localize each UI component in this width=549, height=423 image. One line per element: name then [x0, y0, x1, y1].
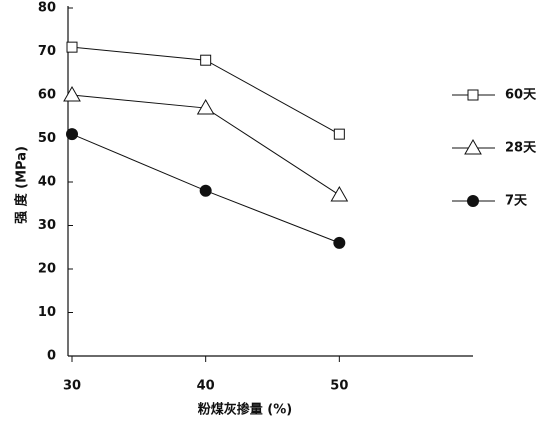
y-tick-label: 10 [38, 305, 56, 320]
point [66, 128, 79, 141]
legend-marker [464, 138, 482, 155]
point [196, 99, 215, 115]
x-axis-label: 粉煤灰掺量 (%) [198, 402, 292, 418]
y-tick-label: 40 [38, 175, 56, 190]
legend-label: 28天 [505, 141, 537, 156]
y-tick-label: 30 [38, 218, 56, 233]
legend-label: 7天 [505, 194, 528, 209]
x-tick-label: 50 [330, 379, 348, 394]
legend-marker [467, 89, 479, 101]
y-axis-label: 强 度 (MPa) [14, 146, 30, 224]
point [330, 186, 349, 202]
y-tick-label: 60 [38, 88, 56, 103]
point [333, 128, 345, 140]
point [200, 54, 212, 66]
x-tick-label: 40 [197, 379, 215, 394]
y-tick-label: 70 [38, 44, 56, 59]
legend-marker [467, 195, 479, 207]
point [63, 85, 81, 102]
legend-label: 60天 [505, 88, 537, 103]
y-tick-label: 20 [38, 262, 56, 277]
point [199, 184, 212, 197]
point [333, 236, 346, 249]
y-tick-label: 50 [38, 131, 56, 146]
y-tick-label: 80 [38, 1, 56, 16]
x-tick-label: 30 [63, 379, 81, 394]
point [66, 41, 78, 53]
y-tick-label: 0 [47, 349, 56, 364]
